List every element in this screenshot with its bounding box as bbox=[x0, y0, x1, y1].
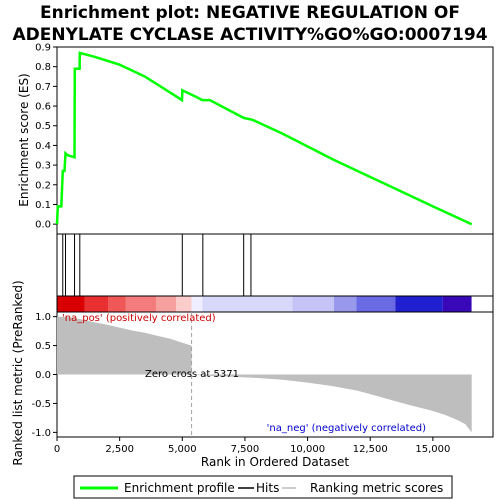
es-y-ticks: 0.0 0.1 0.2 0.3 0.4 0.5 0.6 0.7 0.8 0.9 bbox=[35, 43, 57, 231]
enrichment-profile-line bbox=[55, 51, 473, 226]
es-plot-frame bbox=[56, 46, 494, 235]
heatbar-segment bbox=[395, 296, 443, 312]
metric-y-tick-label: -1.0 bbox=[31, 428, 51, 439]
enrichment-score-panel: 0.0 0.1 0.2 0.3 0.4 0.5 0.6 0.7 0.8 0.9 Enrichmen… bbox=[17, 43, 494, 235]
hits-panel bbox=[56, 233, 494, 297]
metric-y-tick-label: -0.5 bbox=[31, 399, 51, 410]
heatbar-segment bbox=[108, 296, 126, 312]
title-line-2: ADENYLATE CYCLASE ACTIVITY%GO%GO:0007194 bbox=[12, 25, 487, 45]
x-axis-label: Rank in Ordered Dataset bbox=[201, 455, 349, 469]
legend-metric-label: Ranking metric scores bbox=[310, 481, 443, 495]
heatbar-segment bbox=[84, 296, 109, 312]
es-y-tick-label: 0.8 bbox=[35, 62, 51, 73]
es-y-axis-label: Enrichment score (ES) bbox=[17, 73, 31, 206]
metric-x-ticks: 0 2,500 5,000 7,500 10,000 12,500 15,000 bbox=[54, 437, 450, 455]
x-tick-label: 0 bbox=[54, 444, 60, 455]
legend-enrichment-label: Enrichment profile bbox=[124, 481, 235, 495]
ranked-metric-panel: 1.0 0.5 0.0 -0.5 -1.0 0 2,500 5,000 7,500 10,000… bbox=[11, 280, 494, 469]
es-y-tick-label: 0.9 bbox=[35, 43, 51, 54]
rank-heatbar bbox=[57, 296, 493, 312]
metric-y-ticks: 1.0 0.5 0.0 -0.5 -1.0 bbox=[31, 312, 57, 439]
es-y-tick-label: 0.7 bbox=[35, 82, 51, 93]
metric-y-axis-label: Ranked list metric (PreRanked) bbox=[11, 280, 25, 465]
heatbar-segment bbox=[356, 296, 396, 312]
heatbar-segment bbox=[155, 296, 177, 312]
hits-frame bbox=[56, 233, 494, 297]
es-y-tick-label: 0.1 bbox=[35, 200, 51, 211]
es-y-tick-label: 0.4 bbox=[35, 141, 51, 152]
es-y-tick-label: 0.3 bbox=[35, 161, 51, 172]
legend: Enrichment profile Hits Ranking metric s… bbox=[73, 475, 453, 499]
positive-correlation-label: 'na_pos' (positively correlated) bbox=[62, 313, 216, 324]
ranking-metric-area bbox=[57, 316, 472, 433]
heatbar-segment bbox=[442, 296, 472, 312]
legend-hits-label: Hits bbox=[256, 481, 279, 495]
legend-frame bbox=[73, 475, 453, 499]
heatbar-segment bbox=[57, 296, 85, 312]
x-tick-label: 2,500 bbox=[105, 444, 134, 455]
x-tick-label: 15,000 bbox=[415, 444, 450, 455]
es-y-tick-label: 0.6 bbox=[35, 102, 51, 113]
metric-y-tick-label: 0.0 bbox=[35, 370, 51, 381]
es-y-tick-label: 0.2 bbox=[35, 180, 51, 191]
metric-y-tick-label: 1.0 bbox=[35, 312, 51, 323]
hit-lines bbox=[62, 234, 252, 296]
heatbar-segment bbox=[125, 296, 156, 312]
x-tick-label: 5,000 bbox=[168, 444, 197, 455]
heatbar-segment bbox=[202, 296, 293, 312]
es-y-tick-label: 0.0 bbox=[35, 220, 51, 231]
metric-y-tick-label: 0.5 bbox=[35, 341, 51, 352]
negative-correlation-label: 'na_neg' (negatively correlated) bbox=[267, 423, 426, 434]
x-tick-label: 10,000 bbox=[290, 444, 325, 455]
heatbar-tail bbox=[471, 296, 493, 312]
x-tick-label: 12,500 bbox=[353, 444, 388, 455]
x-tick-label: 7,500 bbox=[231, 444, 260, 455]
heatbar-segment bbox=[191, 296, 203, 312]
title-line-1: Enrichment plot: NEGATIVE REGULATION OF bbox=[40, 3, 460, 23]
es-y-tick-label: 0.5 bbox=[35, 121, 51, 132]
heatbar-segment bbox=[292, 296, 334, 312]
zero-cross-label: Zero cross at 5371 bbox=[145, 369, 239, 380]
heatbar-segment bbox=[176, 296, 192, 312]
heatbar-segment bbox=[333, 296, 357, 312]
